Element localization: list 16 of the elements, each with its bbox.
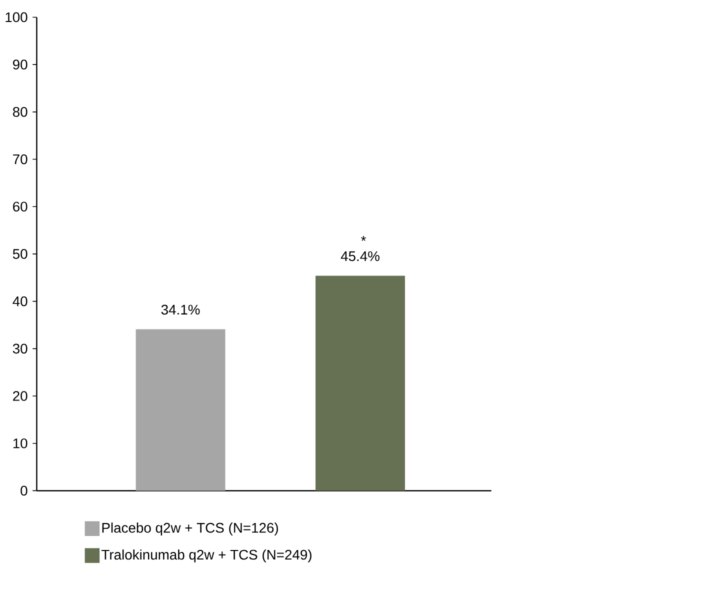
legend-label: Tralokinumab q2w + TCS (N=249) [102,550,312,562]
y-tick-label: 90 [13,60,28,70]
y-tick-label: 80 [12,107,28,117]
y-tick-label: 60 [13,202,28,212]
annotation: * [361,236,366,241]
y-tick-label: 40 [12,296,28,306]
legend-label: Placebo q2w + TCS (N=126) [102,522,278,536]
y-tick-label: 50 [12,249,28,259]
y-tick-label: 100 [6,12,28,22]
y-tick-label: 70 [13,154,28,164]
data-label: 45.4% [340,251,380,262]
y-tick-label: 20 [13,391,28,401]
y-tick-label: 30 [12,344,28,354]
y-tick-label: 10 [13,438,28,448]
y-tick-label: 0 [20,486,28,496]
data-label: 34.1% [161,304,200,315]
